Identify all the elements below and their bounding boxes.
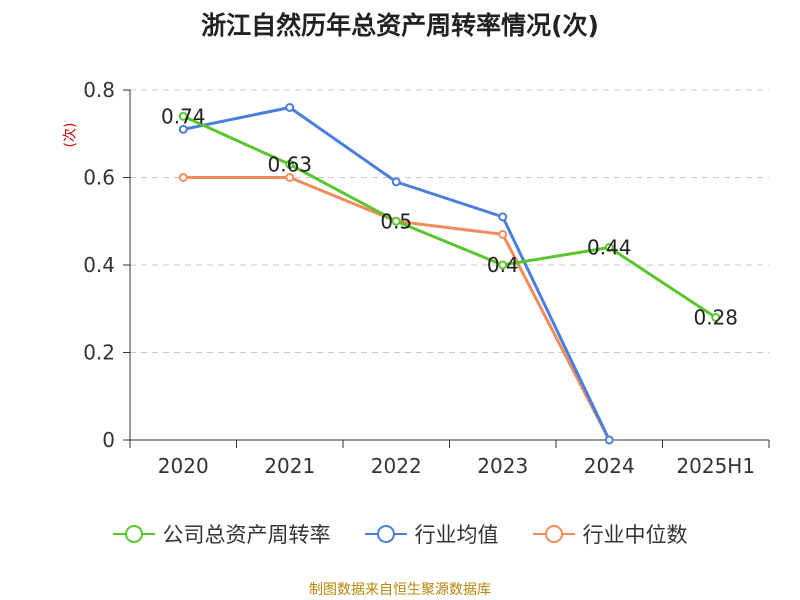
data-point-industry_avg <box>285 103 295 112</box>
series-line-industry_avg <box>182 106 611 441</box>
x-tick-label: 2021 <box>264 454 315 478</box>
data-label: 0.5 <box>380 209 412 233</box>
legend-label: 公司总资产周转率 <box>162 523 331 547</box>
legend: 公司总资产周转率 行业均值 行业中位数 <box>0 519 800 549</box>
legend-item-industry-median[interactable]: 行业中位数 <box>532 519 688 549</box>
data-label: 0.63 <box>267 152 312 176</box>
data-point-industry_avg <box>391 177 401 187</box>
legend-line-icon <box>364 525 407 543</box>
legend-item-company[interactable]: 公司总资产周转率 <box>112 519 331 549</box>
data-source: 制图数据来自恒生聚源数据库 <box>309 582 491 598</box>
legend-label: 行业中位数 <box>582 523 688 547</box>
legend-line-icon <box>112 525 155 543</box>
data-point-industry_avg <box>604 435 614 445</box>
data-point-company <box>498 260 508 270</box>
data-point-industry_median <box>285 173 295 182</box>
data-point-company <box>178 111 188 121</box>
chart-title: 浙江自然历年总资产周转率情况(次) <box>201 11 599 40</box>
data-point-industry_avg <box>498 212 508 222</box>
x-tick-label: 2023 <box>477 454 528 478</box>
y-tick-label: 0.4 <box>83 253 115 277</box>
legend-line-icon <box>532 525 575 543</box>
y-tick-label: 0 <box>102 428 115 452</box>
series-line-company <box>182 114 717 319</box>
x-tick-label: 2022 <box>371 454 422 478</box>
data-point-industry_median <box>178 173 188 182</box>
y-tick-label: 0.6 <box>83 166 115 190</box>
data-point-company <box>711 313 721 322</box>
data-label: 0.74 <box>161 104 206 128</box>
data-label: 0.28 <box>693 306 738 330</box>
legend-item-industry-avg[interactable]: 行业均值 <box>364 519 499 549</box>
x-tick-label: 2020 <box>158 454 209 478</box>
y-tick-label: 0.2 <box>83 341 115 365</box>
data-label: 0.44 <box>587 236 632 260</box>
data-point-company <box>391 216 401 226</box>
legend-label: 行业均值 <box>414 523 499 547</box>
data-point-company <box>604 243 614 252</box>
y-tick-label: 0.8 <box>83 78 115 102</box>
data-point-company <box>285 159 295 169</box>
x-tick-label: 2025H1 <box>676 454 755 478</box>
data-point-industry_median <box>498 229 508 239</box>
data-point-industry_avg <box>178 124 188 134</box>
data-label: 0.4 <box>487 253 519 277</box>
x-tick-label: 2024 <box>584 454 635 478</box>
